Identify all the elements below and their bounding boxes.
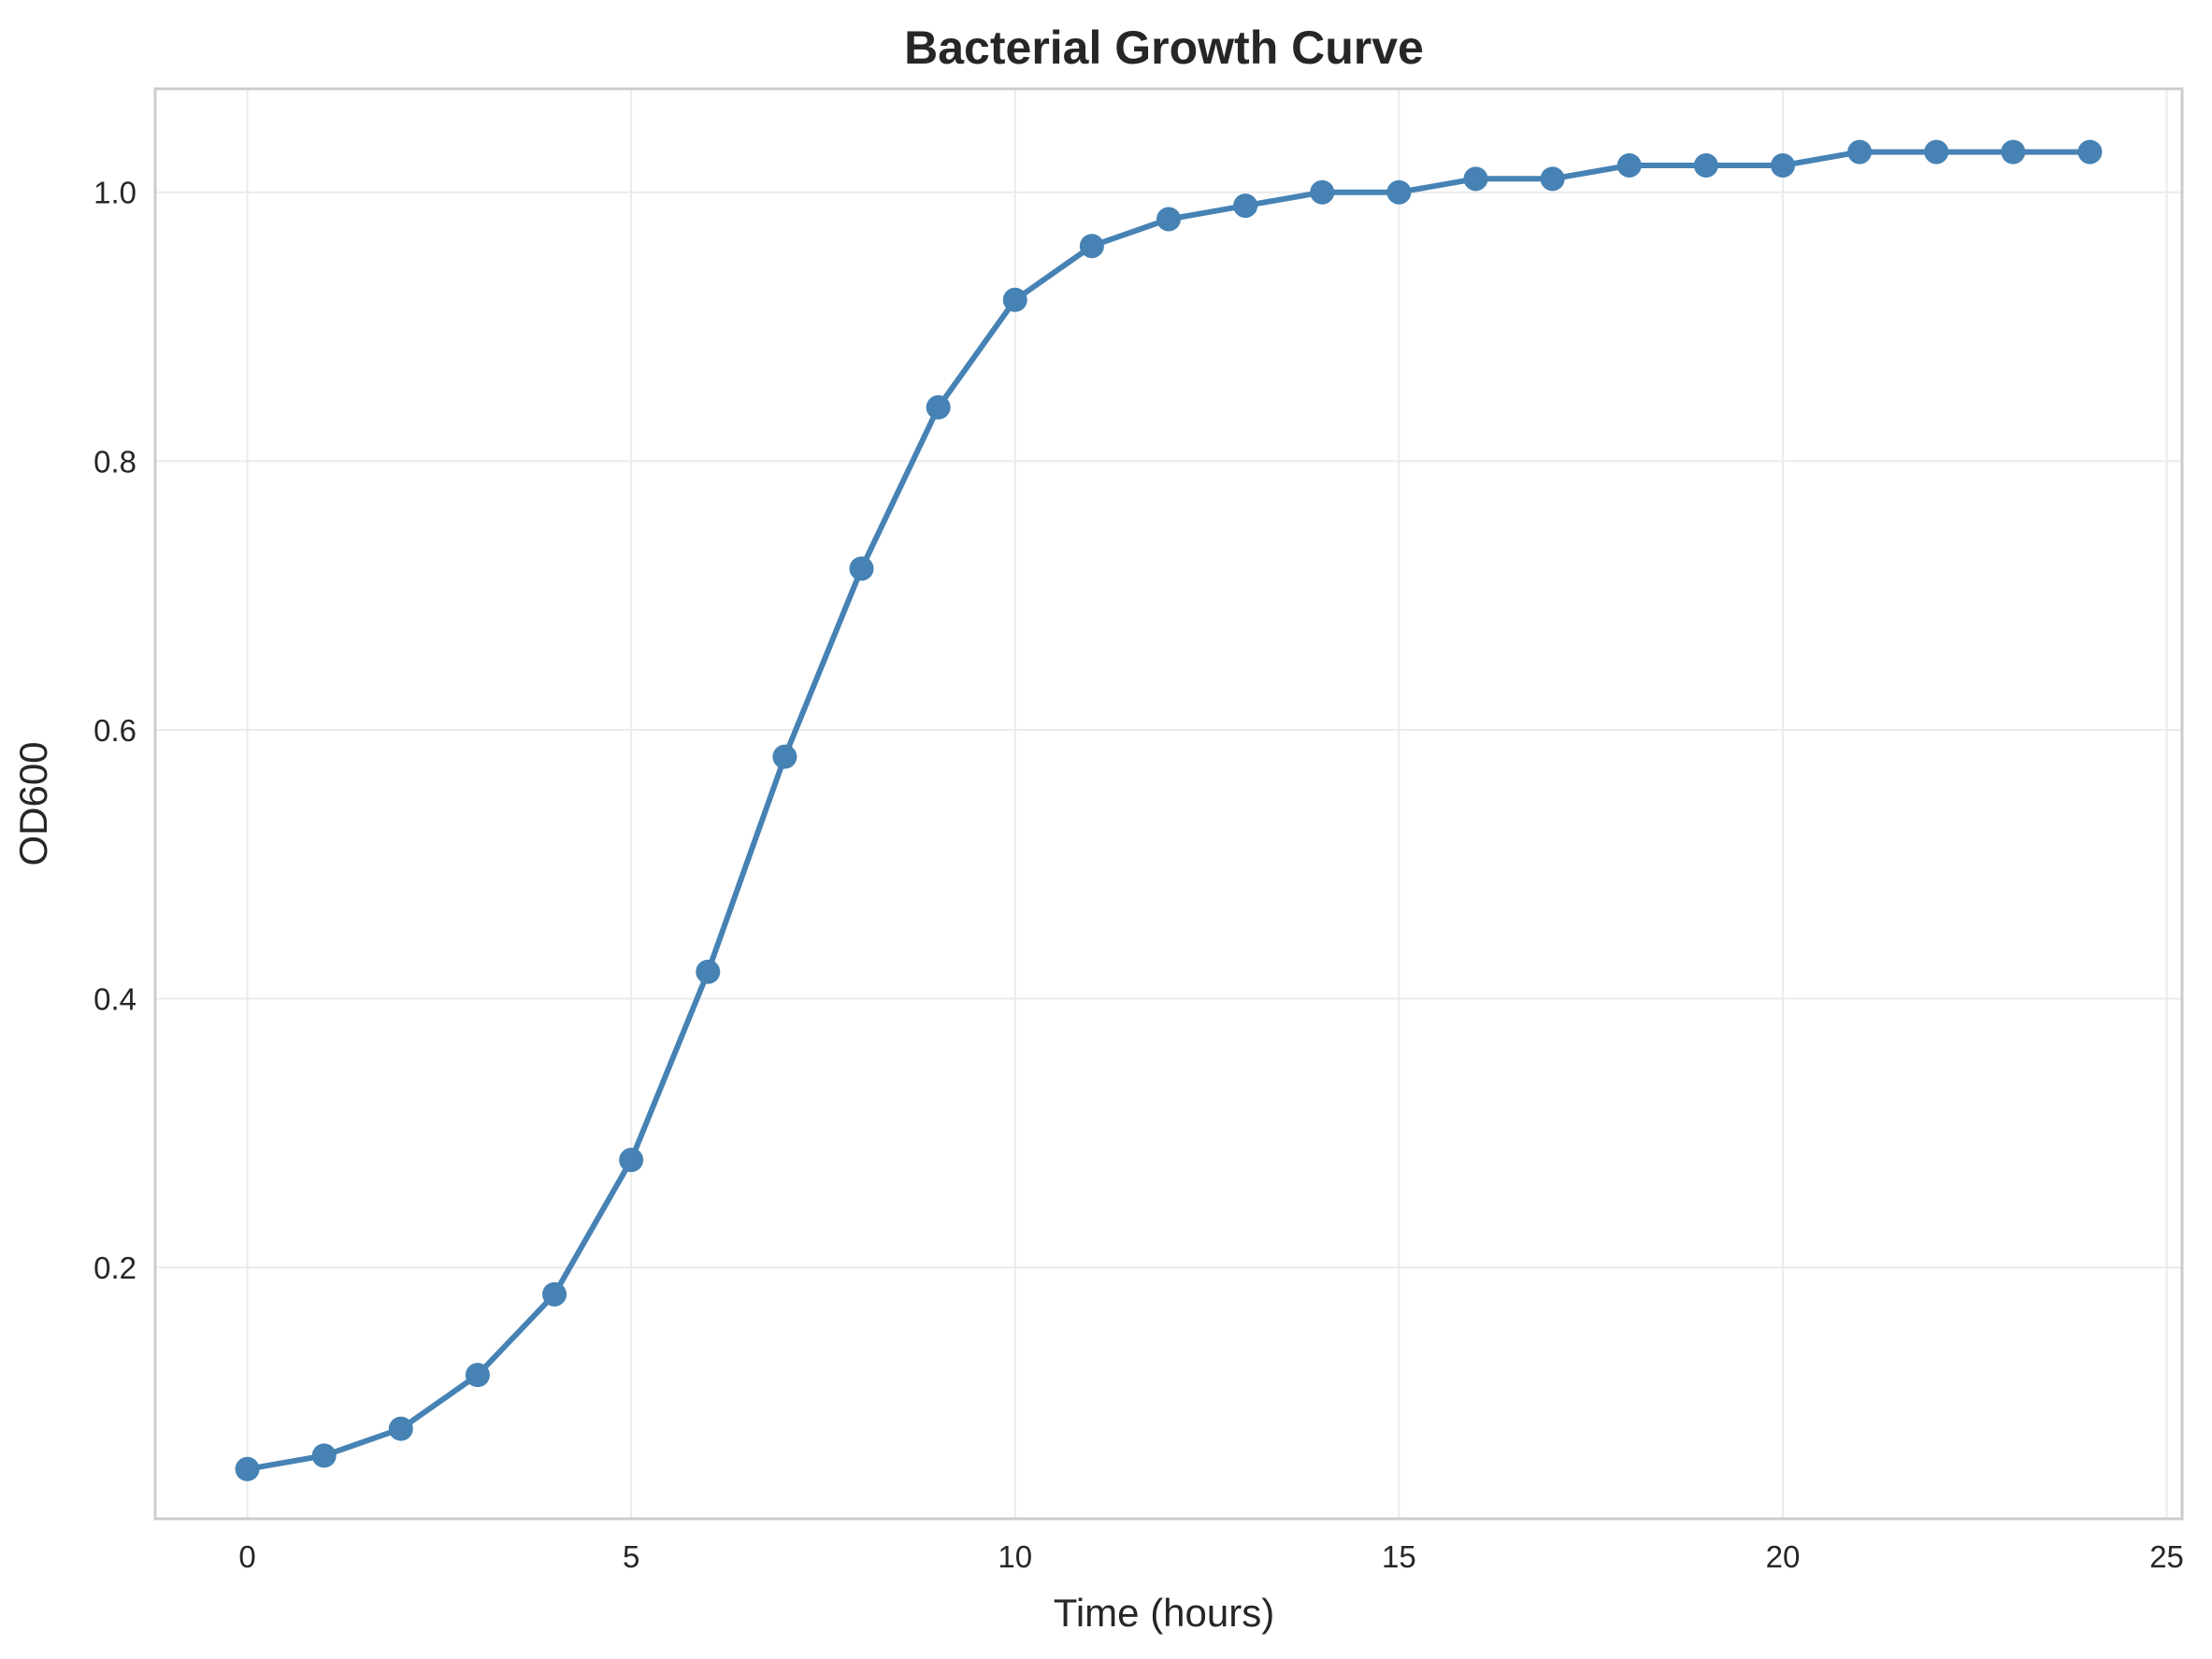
data-point — [388, 1416, 413, 1441]
data-point — [1310, 179, 1335, 205]
data-point — [1463, 166, 1488, 192]
data-point — [1540, 166, 1565, 192]
y-axis-label: OD600 — [11, 741, 55, 865]
data-point — [542, 1281, 567, 1307]
chart-title: Bacterial Growth Curve — [904, 21, 1424, 74]
y-tick-label: 0.8 — [93, 444, 136, 479]
data-point — [1847, 139, 1873, 164]
x-tick-label: 15 — [1382, 1539, 1416, 1574]
data-point — [772, 744, 797, 769]
data-point — [619, 1148, 644, 1173]
x-tick-label: 10 — [998, 1539, 1032, 1574]
x-tick-label: 5 — [623, 1539, 639, 1574]
data-point — [1156, 207, 1181, 232]
data-point — [1079, 234, 1104, 259]
series — [235, 139, 2103, 1481]
tick-labels: 0 5 10 15 20 25 0.2 0.4 0.6 0.8 1.0 — [93, 176, 2184, 1574]
data-point — [235, 1456, 260, 1481]
data-point — [1233, 193, 1258, 219]
data-point — [1616, 152, 1642, 178]
data-point — [2077, 139, 2103, 164]
grid — [155, 89, 2182, 1519]
data-point — [1002, 287, 1027, 312]
data-point — [1770, 152, 1795, 178]
data-point — [465, 1363, 490, 1388]
data-point — [926, 394, 951, 420]
data-point — [1693, 152, 1718, 178]
y-tick-label: 1.0 — [93, 176, 136, 210]
data-point — [2001, 139, 2026, 164]
x-axis-label: Time (hours) — [1054, 1591, 1274, 1635]
y-tick-label: 0.4 — [93, 982, 136, 1017]
data-point — [1386, 179, 1412, 205]
data-point — [696, 959, 721, 984]
data-point — [849, 556, 874, 581]
data-point — [1924, 139, 1949, 164]
y-tick-label: 0.6 — [93, 713, 136, 748]
plot-area-frame — [153, 87, 2184, 1521]
x-tick-label: 0 — [238, 1539, 255, 1574]
y-tick-label: 0.2 — [93, 1251, 136, 1285]
x-tick-label: 20 — [1766, 1539, 1801, 1574]
data-point — [311, 1443, 337, 1468]
x-tick-label: 25 — [2149, 1539, 2184, 1574]
